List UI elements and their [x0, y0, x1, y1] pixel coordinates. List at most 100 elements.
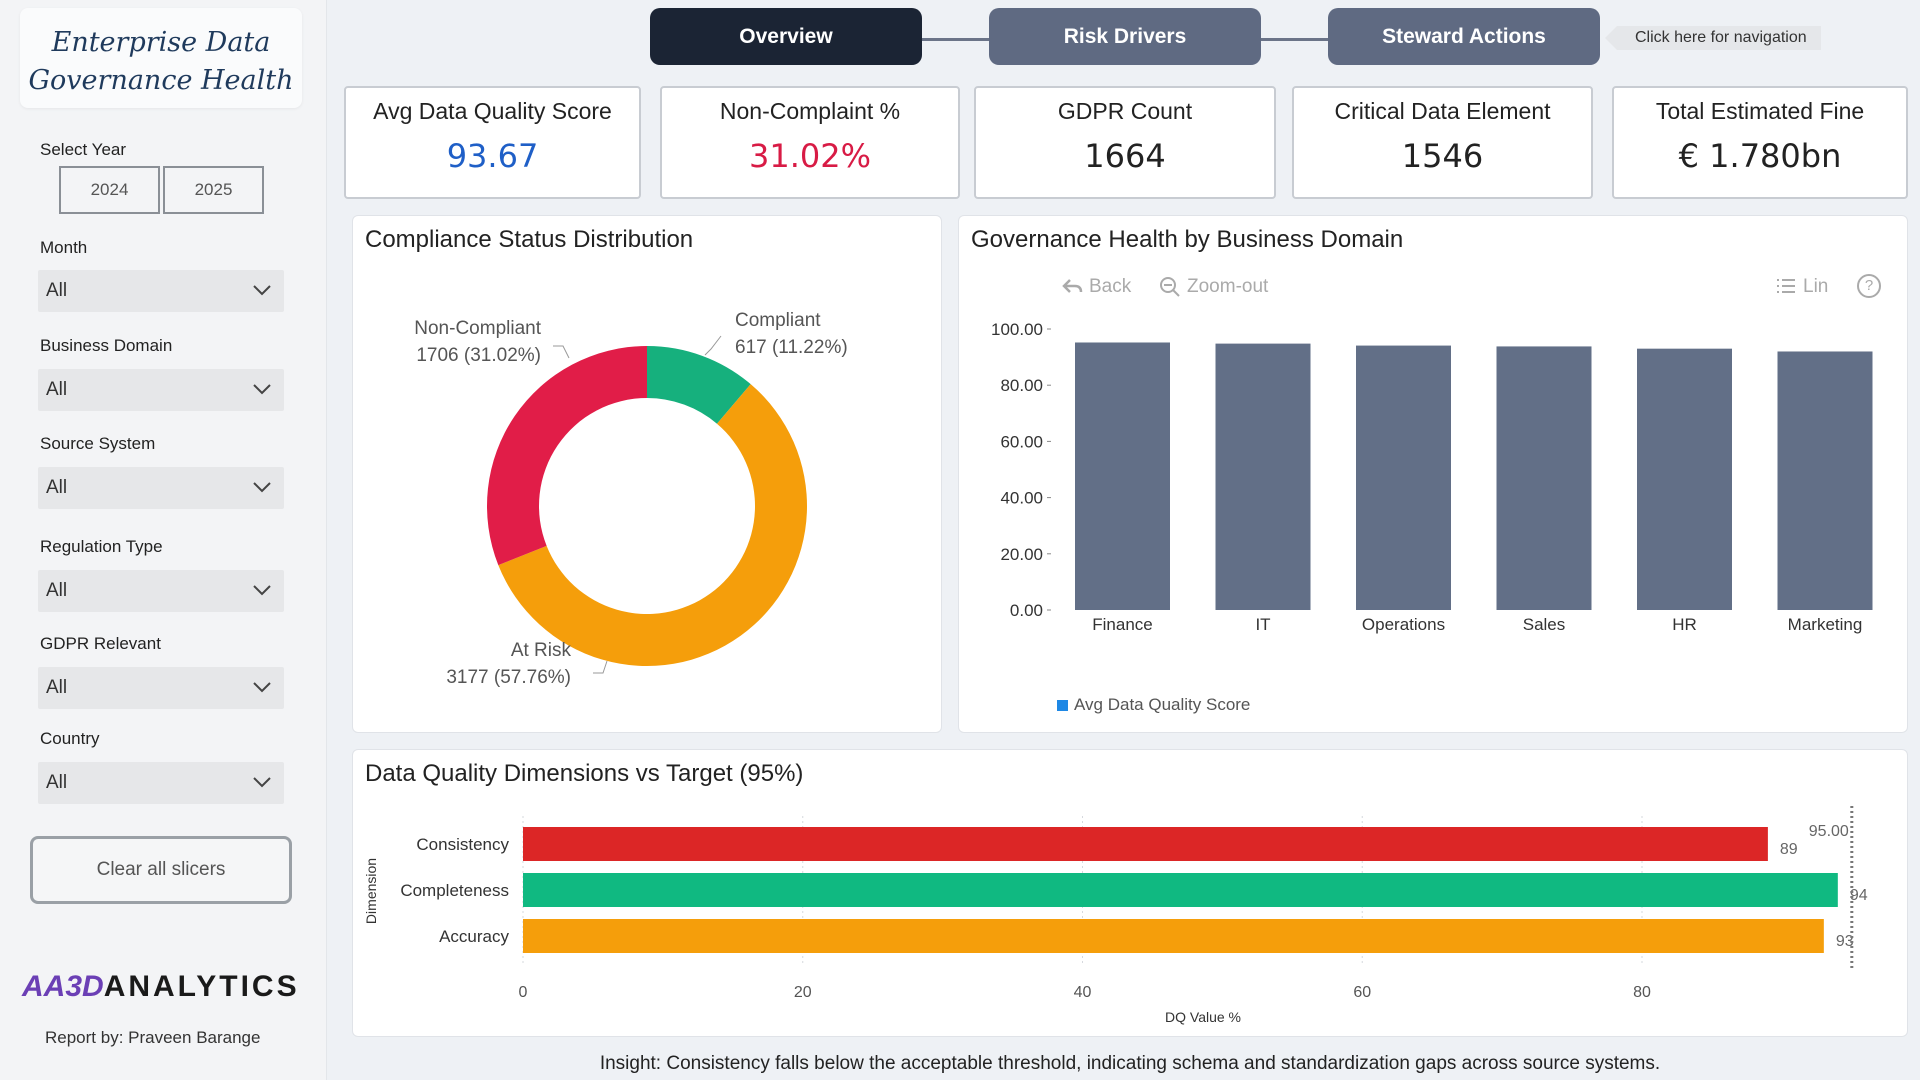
legend-label: Avg Data Quality Score — [1074, 695, 1251, 714]
bar-it — [1215, 343, 1311, 610]
donut-slice-compliant — [647, 346, 751, 424]
kpi-label: Critical Data Element — [1334, 98, 1551, 124]
x-tick-label: 20 — [794, 984, 812, 1001]
kpi-value: 1664 — [1084, 137, 1166, 175]
kpi-label: GDPR Count — [1057, 98, 1193, 124]
bar-marketing — [1777, 351, 1873, 610]
kpi-card-avg-dq-score: Avg Data Quality Score 93.67 — [344, 86, 641, 199]
donut-leader-line — [704, 335, 722, 356]
kpi-card-gdpr-count: GDPR Count 1664 — [974, 86, 1276, 199]
year-option-2024[interactable]: 2024 — [59, 166, 160, 214]
bar-legend: Avg Data Quality Score — [1057, 695, 1250, 715]
tab-steward-actions[interactable]: Steward Actions — [1328, 8, 1600, 65]
filter-label-gdpr-relevant: GDPR Relevant — [40, 634, 161, 653]
y-category-label: Accuracy — [439, 927, 509, 946]
kpi-card-total-estimated-fine: Total Estimated Fine € 1.780bn — [1612, 86, 1908, 199]
kpi-card-critical-data-element: Critical Data Element 1546 — [1292, 86, 1593, 199]
y-tick-label: 100.00 — [991, 320, 1043, 339]
nav-connector — [1260, 38, 1330, 41]
x-tick-label: Finance — [1092, 615, 1152, 634]
y-axis-title: Dimension — [363, 858, 379, 924]
report-title-line2: Governance Health — [28, 65, 294, 96]
hbar-value-label: 94 — [1850, 887, 1868, 904]
kpi-label: Non-Complaint % — [719, 98, 901, 124]
nav-connector — [920, 38, 990, 41]
hbar-consistency — [523, 827, 1768, 861]
donut-slice-at-risk — [498, 384, 807, 666]
filter-label-country: Country — [40, 729, 100, 748]
report-title-card: Enterprise Data Governance Health — [20, 8, 302, 108]
donut-label-value: 617 (11.22%) — [735, 337, 848, 358]
hbar-accuracy — [523, 919, 1824, 953]
governance-health-panel: Governance Health by Business Domain Bac… — [958, 215, 1908, 733]
target-label: 95.00 — [1809, 823, 1849, 840]
bar-operations — [1356, 345, 1451, 610]
x-tick-label: 0 — [519, 984, 528, 1001]
year-option-2025[interactable]: 2025 — [163, 166, 264, 214]
chevron-down-icon — [253, 482, 271, 493]
x-tick-label: IT — [1255, 615, 1270, 634]
gdpr-relevant-dropdown[interactable]: All — [38, 667, 284, 709]
x-tick-label: 40 — [1074, 984, 1092, 1001]
filter-label-business-domain: Business Domain — [40, 336, 173, 355]
chevron-down-icon — [253, 682, 271, 693]
logo-text: ANALYTICS — [103, 970, 300, 1003]
filter-label-regulation-type: Regulation Type — [40, 537, 163, 556]
filter-label-month: Month — [40, 238, 88, 257]
x-tick-label: Marketing — [1788, 615, 1863, 634]
report-title-line1: Enterprise Data — [51, 27, 271, 58]
chevron-down-icon — [253, 777, 271, 788]
zoom-out-label: Zoom-out — [1187, 276, 1269, 297]
logo-mark: AA3D — [22, 970, 104, 1003]
donut-label-name: Non-Compliant — [414, 318, 541, 339]
kpi-label: Avg Data Quality Score — [373, 98, 612, 124]
kpi-card-non-compliant: Non-Complaint % 31.02% — [660, 86, 960, 199]
filter-label-source-system: Source System — [40, 434, 156, 453]
clear-all-slicers-button[interactable]: Clear all slicers — [30, 836, 292, 904]
sidebar: Enterprise Data Governance Health Select… — [0, 0, 327, 1080]
linear-scale-label: Lin — [1803, 276, 1829, 297]
zoom-out-button[interactable]: Zoom-out — [1159, 276, 1268, 298]
governance-bar-chart: 0.00 20.00 40.00 60.00 80.00 100.00 Finance IT O… — [991, 320, 1873, 634]
x-tick-label: Sales — [1523, 615, 1566, 634]
select-year-label: Select Year — [40, 140, 127, 159]
kpi-label: Total Estimated Fine — [1655, 98, 1865, 124]
donut-leader-line — [553, 345, 570, 359]
legend-swatch — [1057, 699, 1068, 711]
linear-scale-button[interactable]: Lin — [1775, 276, 1828, 298]
month-dropdown[interactable]: All — [38, 270, 284, 312]
tab-risk-drivers[interactable]: Risk Drivers — [989, 8, 1261, 65]
month-dropdown-value: All — [46, 280, 68, 301]
x-tick-label: HR — [1672, 615, 1697, 634]
x-axis-title: DQ Value % — [1165, 1009, 1241, 1025]
chevron-down-icon — [253, 384, 271, 395]
bar-sales — [1496, 346, 1592, 610]
company-logo: AA3DANALYTICS — [22, 970, 300, 1004]
navigation-hint: Click here for navigation — [1605, 26, 1821, 50]
donut-slice-non-compliant — [487, 346, 647, 566]
dq-dimensions-panel: Data Quality Dimensions vs Target (95%) … — [352, 749, 1908, 1037]
y-tick-label: 60.00 — [1000, 432, 1043, 451]
donut-leader-line — [593, 660, 608, 674]
x-tick-label: 80 — [1633, 984, 1651, 1001]
kpi-value: 1546 — [1401, 137, 1484, 175]
country-dropdown[interactable]: All — [38, 762, 284, 804]
source-system-dropdown[interactable]: All — [38, 467, 284, 509]
bar-hr — [1637, 348, 1732, 610]
report-author: Report by: Praveen Barange — [45, 1028, 261, 1047]
chevron-down-icon — [253, 585, 271, 596]
regulation-type-dropdown[interactable]: All — [38, 570, 284, 612]
compliance-donut-chart: Compliant 617 (11.22%) At Risk 3177 (57.76%… — [414, 310, 848, 688]
regulation-type-dropdown-value: All — [46, 580, 68, 601]
business-domain-dropdown[interactable]: All — [38, 369, 284, 411]
kpi-value: € 1.780bn — [1678, 137, 1842, 175]
gdpr-relevant-dropdown-value: All — [46, 677, 68, 698]
y-category-label: Completeness — [400, 881, 509, 900]
help-icon[interactable]: ? — [1857, 274, 1881, 298]
tab-overview[interactable]: Overview — [650, 8, 922, 65]
hbar-value-label: 89 — [1780, 841, 1798, 858]
bar-finance — [1075, 342, 1170, 610]
hbar-chart-title: Data Quality Dimensions vs Target (95%) — [365, 760, 804, 787]
back-button[interactable]: Back — [1061, 276, 1131, 298]
zoom-out-icon — [1160, 277, 1180, 297]
